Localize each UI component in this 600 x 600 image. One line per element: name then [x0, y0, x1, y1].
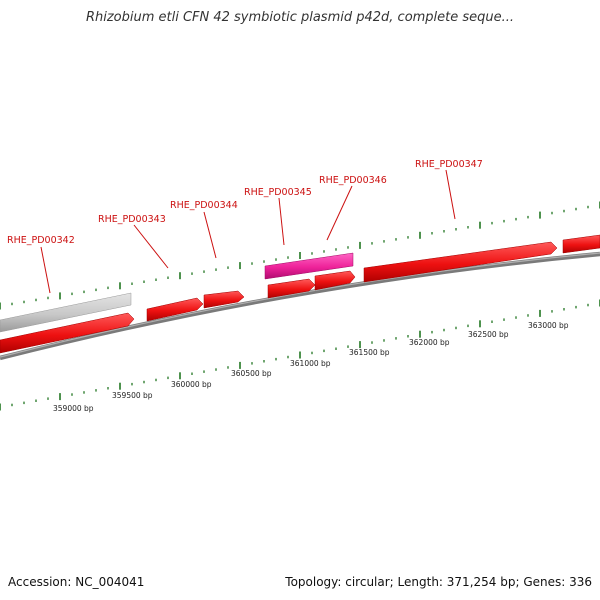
position-labels: 359000 bp 359500 bp 360000 bp 360500 bp …: [53, 321, 569, 413]
position-label: 361000 bp: [290, 359, 331, 368]
upper-tick-track: [0, 201, 600, 310]
gene-label[interactable]: RHE_PD00345: [244, 187, 312, 198]
position-label: 360000 bp: [171, 380, 212, 389]
gene-label[interactable]: RHE_PD00342: [7, 235, 75, 246]
gene-rhe-pd00342-gray[interactable]: [0, 292, 132, 333]
position-label: 362000 bp: [409, 338, 450, 347]
position-label: 359000 bp: [53, 404, 94, 413]
genome-backbone-highlight: [0, 252, 600, 358]
gene-label-leaders: [40, 169, 456, 294]
position-label: 359500 bp: [112, 391, 153, 400]
position-label: 362500 bp: [468, 330, 509, 339]
gene-next[interactable]: [562, 234, 600, 254]
gene-rhe-pd00345[interactable]: [267, 278, 316, 299]
map-title: Rhizobium etli CFN 42 symbiotic plasmid …: [85, 10, 515, 25]
gene-label[interactable]: RHE_PD00346: [319, 175, 387, 186]
position-label: 360500 bp: [231, 369, 272, 378]
genome-backbone: [0, 251, 600, 361]
gene-label[interactable]: RHE_PD00347: [415, 159, 483, 170]
gene-label[interactable]: RHE_PD00344: [170, 200, 238, 211]
gene-rhe-pd00342[interactable]: [0, 312, 135, 354]
gene-rhe-pd00344[interactable]: [203, 290, 245, 309]
gene-rhe-pd00345-pink[interactable]: [264, 252, 354, 280]
gene-rhe-pd00347[interactable]: [363, 241, 558, 283]
gene-rhe-pd00346[interactable]: [314, 270, 356, 291]
gene-rhe-pd00343[interactable]: [146, 297, 204, 322]
gene-features: [0, 234, 600, 354]
gene-label[interactable]: RHE_PD00343: [98, 214, 166, 225]
lower-tick-track: [0, 299, 600, 411]
accession-label: Accession: NC_004041: [8, 575, 145, 589]
gene-labels: RHE_PD00342 RHE_PD00343 RHE_PD00344 RHE_…: [7, 159, 483, 246]
topology-summary: Topology: circular; Length: 371,254 bp; …: [285, 575, 592, 589]
position-label: 363000 bp: [528, 321, 569, 330]
position-label: 361500 bp: [349, 348, 390, 357]
